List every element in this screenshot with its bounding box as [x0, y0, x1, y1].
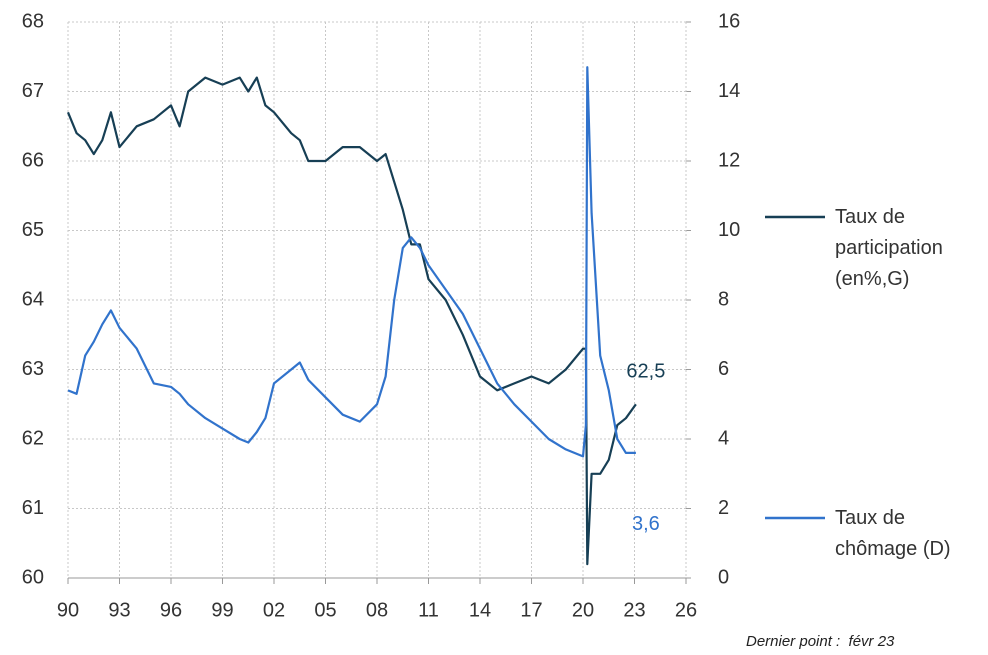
series-line [67, 66, 636, 458]
note: Dernier point : févr 23 [746, 633, 895, 650]
data-label: 3,6 [632, 513, 660, 535]
series-line [66, 76, 637, 566]
x-tick-label: 14 [469, 599, 491, 621]
y-tick-label: 61 [22, 497, 44, 519]
y-tick-label: 66 [22, 149, 44, 171]
legend-label: Taux de chômage (D) [835, 507, 951, 560]
y2-tick-label: 8 [718, 288, 729, 310]
y-tick-label: 67 [22, 80, 44, 102]
x-tick-label: 20 [572, 599, 594, 621]
x-tick-label: 90 [57, 599, 79, 621]
x-tick-label: 02 [263, 599, 285, 621]
y2-tick-label: 2 [718, 497, 729, 519]
x-tick-label: 96 [160, 599, 182, 621]
y-tick-label: 62 [22, 427, 44, 449]
x-tick-label: 23 [623, 599, 645, 621]
y2-tick-label: 6 [718, 358, 729, 380]
legend-label: Taux de participation (en%,G) [835, 206, 943, 290]
y2-tick-label: 4 [718, 427, 729, 449]
y2-tick-label: 10 [718, 219, 740, 241]
y2-tick-label: 12 [718, 149, 740, 171]
y2-tick-label: 0 [718, 566, 729, 588]
x-tick-label: 05 [314, 599, 336, 621]
x-tick-label: 17 [520, 599, 542, 621]
x-tick-label: 08 [366, 599, 388, 621]
y-tick-label: 60 [22, 566, 44, 588]
y-tick-label: 65 [22, 219, 44, 241]
data-label: 62,5 [626, 361, 665, 383]
x-tick-label: 99 [211, 599, 233, 621]
y-tick-label: 64 [22, 288, 44, 310]
y-tick-label: 68 [22, 10, 44, 32]
y2-tick-label: 16 [718, 10, 740, 32]
x-tick-label: 26 [675, 599, 697, 621]
x-tick-label: 11 [418, 599, 439, 621]
y2-tick-label: 14 [718, 80, 740, 102]
x-tick-label: 93 [108, 599, 130, 621]
y-tick-label: 63 [22, 358, 44, 380]
